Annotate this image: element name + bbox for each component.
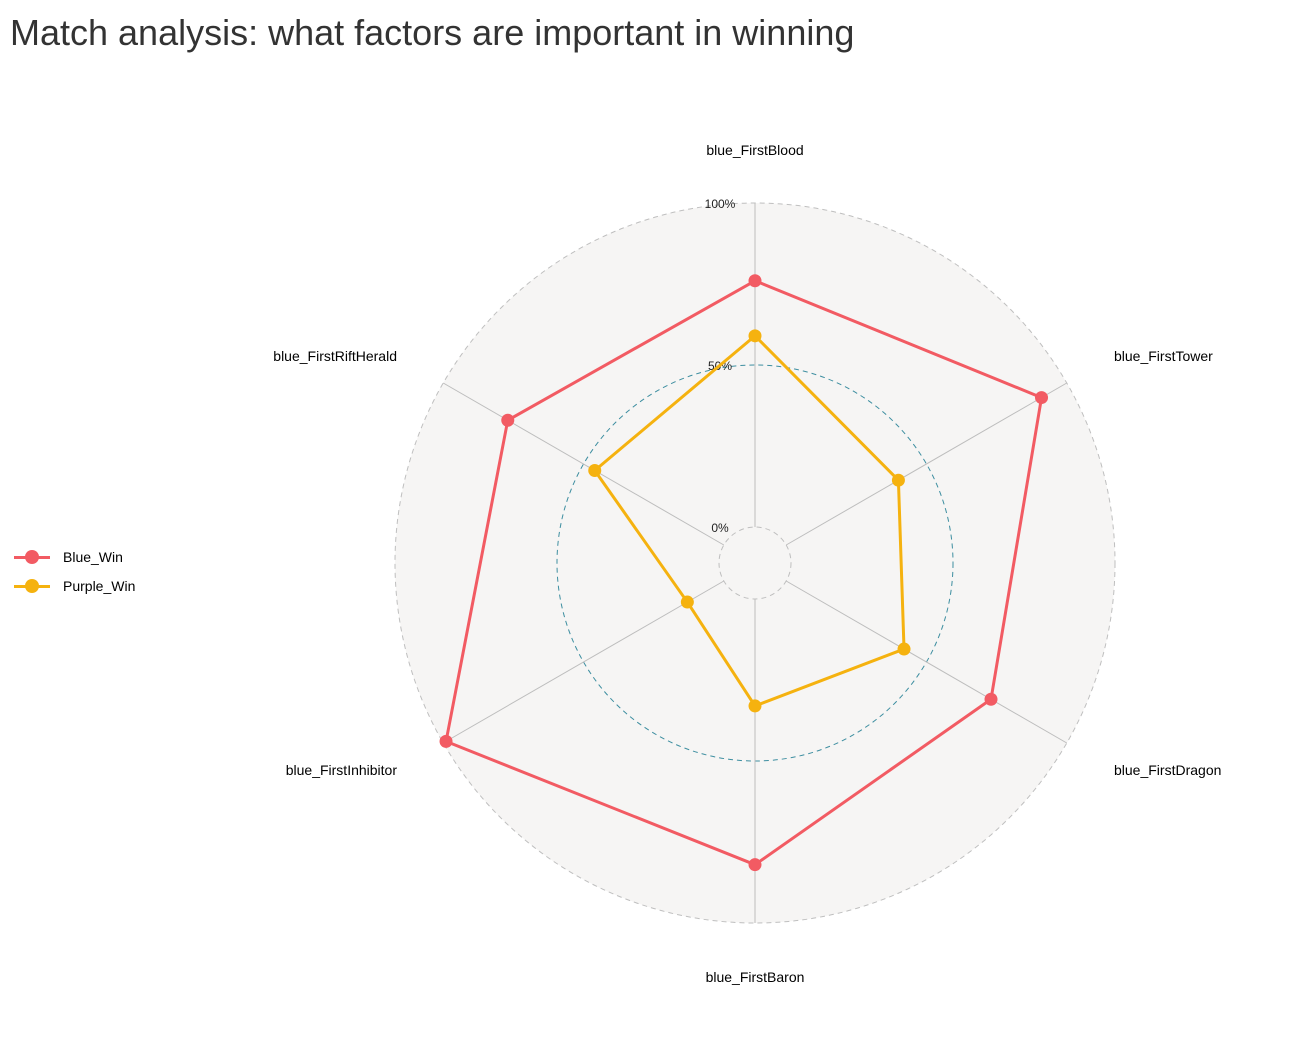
legend-item-blue-win[interactable]: Blue_Win: [14, 542, 135, 571]
axis-spoke-blue_FirstInhibitor: [442, 580, 725, 744]
grid-label-100%: 100%: [705, 197, 736, 211]
point-purple-win-blue_FirstDragon[interactable]: [897, 642, 911, 656]
chart-title: Match analysis: what factors are importa…: [10, 12, 855, 53]
point-blue-win-blue_FirstBaron[interactable]: [748, 858, 762, 872]
axis-spoke-blue_FirstDragon: [785, 580, 1068, 744]
axis-label-blue_FirstBlood: blue_FirstBlood: [706, 142, 803, 158]
grid-label-0%: 0%: [711, 521, 729, 535]
radar-series: [439, 274, 1049, 872]
legend-dot-purple-win: [25, 578, 39, 593]
legend-swatch-blue-win: [14, 547, 50, 567]
radar-axes: [442, 203, 1068, 923]
point-purple-win-blue_FirstInhibitor[interactable]: [680, 595, 694, 609]
radar-labels: blue_FirstBlood blue_FirstTower blue_First…: [273, 142, 1221, 985]
axis-label-blue_FirstDragon: blue_FirstDragon: [1114, 762, 1221, 778]
point-purple-win-blue_FirstBaron[interactable]: [748, 699, 762, 713]
axis-label-blue_FirstTower: blue_FirstTower: [1114, 348, 1213, 364]
legend-dot-blue-win: [25, 549, 39, 564]
legend-label-purple-win: Purple_Win: [63, 577, 136, 594]
point-purple-win-blue_FirstRiftHerald[interactable]: [588, 463, 602, 477]
legend-label-blue-win: Blue_Win: [63, 548, 123, 565]
point-blue-win-blue_FirstBlood[interactable]: [748, 274, 762, 288]
point-purple-win-blue_FirstBlood[interactable]: [748, 329, 762, 343]
point-blue-win-blue_FirstRiftHerald[interactable]: [501, 413, 515, 427]
legend: Blue_Win Purple_Win: [14, 542, 135, 600]
point-blue-win-blue_FirstInhibitor[interactable]: [439, 734, 453, 748]
axis-label-blue_FirstBaron: blue_FirstBaron: [706, 969, 805, 985]
point-blue-win-blue_FirstDragon[interactable]: [984, 692, 998, 706]
legend-swatch-purple-win: [14, 576, 50, 596]
axis-spoke-blue_FirstRiftHerald: [442, 382, 725, 546]
legend-item-purple-win[interactable]: Purple_Win: [14, 571, 135, 600]
point-blue-win-blue_FirstTower[interactable]: [1035, 391, 1049, 405]
axis-spoke-blue_FirstTower: [785, 382, 1068, 546]
point-purple-win-blue_FirstTower[interactable]: [891, 473, 905, 487]
axis-label-blue_FirstInhibitor: blue_FirstInhibitor: [286, 762, 398, 778]
axis-label-blue_FirstRiftHerald: blue_FirstRiftHerald: [273, 348, 397, 364]
